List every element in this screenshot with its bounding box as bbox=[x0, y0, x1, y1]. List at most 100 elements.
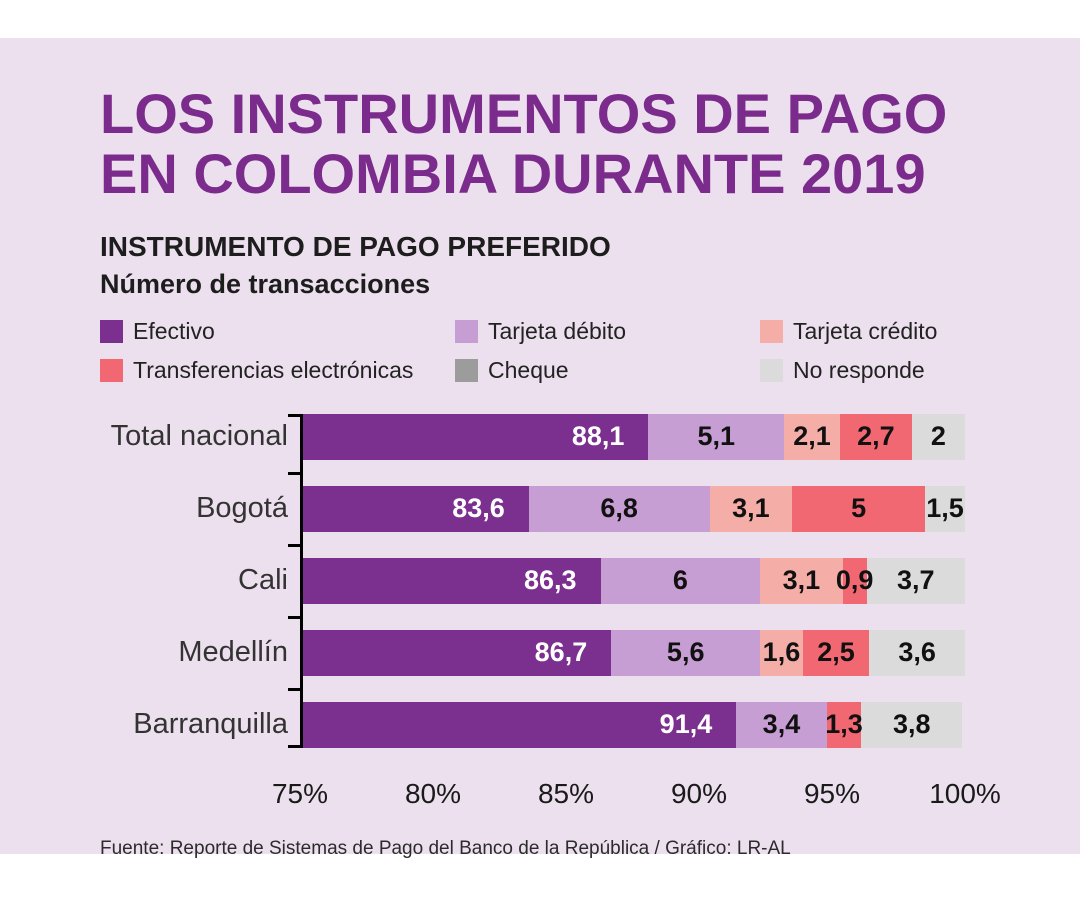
bar-value: 0,9 bbox=[835, 565, 874, 596]
x-axis: 75% 80% 85% 90% 95% 100% bbox=[100, 774, 1001, 818]
bar-segment-tarjeta-debito: 3,4 bbox=[736, 701, 827, 748]
bar-segment-no-responde: 3,6 bbox=[869, 629, 965, 676]
infographic-panel: LOS INSTRUMENTOS DE PAGO EN COLOMBIA DUR… bbox=[0, 38, 1080, 859]
category-label: Barranquilla bbox=[133, 708, 288, 741]
bar-segment-tarjeta-credito: 1,6 bbox=[760, 629, 803, 676]
bar-value: 3,6 bbox=[898, 637, 936, 668]
chart-subtitle: Número de transacciones bbox=[100, 268, 431, 299]
bar-value: 1,5 bbox=[926, 493, 964, 524]
bar-value: 3,1 bbox=[732, 493, 770, 524]
y-axis-tick bbox=[288, 413, 300, 417]
bar-segment-tarjeta-debito: 6,8 bbox=[528, 485, 710, 532]
bar-row: Total nacional 88,1 5,1 2,1 2,7 2 bbox=[100, 413, 965, 460]
bar-value: 2,7 bbox=[857, 421, 895, 452]
bar-segment-efectivo: 83,6 bbox=[300, 485, 529, 532]
bar-value: 3,1 bbox=[782, 565, 821, 596]
legend-swatch bbox=[455, 319, 478, 343]
bar-segment-efectivo: 88,1 bbox=[300, 413, 649, 460]
bar-segment-transferencias-electronicas: 5 bbox=[792, 485, 926, 532]
title-line-2: EN COLOMBIA DURANTE 2019 bbox=[100, 142, 926, 206]
y-axis-tick bbox=[288, 471, 300, 475]
legend-swatch bbox=[455, 358, 478, 382]
legend-label: No responde bbox=[793, 356, 925, 383]
legend-swatch bbox=[100, 319, 123, 343]
bar-segment-efectivo: 86,3 bbox=[300, 557, 601, 604]
bar-segment-no-responde: 3,7 bbox=[866, 557, 965, 604]
bar-value: 2 bbox=[930, 421, 946, 452]
bar-row: Barranquilla 91,4 3,4 1,3 3,8 bbox=[100, 701, 965, 748]
stacked-bar-chart: Total nacional 88,1 5,1 2,1 2,7 2 Bogotá 83,6 6,… bbox=[100, 413, 1080, 818]
legend-item: No responde bbox=[760, 357, 980, 384]
bar-segment-transferencias-electronicas: 0,9 bbox=[836, 557, 873, 604]
legend-item: Efectivo bbox=[100, 318, 455, 345]
x-tick-label: 80% bbox=[404, 777, 462, 809]
bar-segment-efectivo: 86,7 bbox=[300, 629, 612, 676]
bar-segment-tarjeta-credito: 2,1 bbox=[784, 413, 840, 460]
y-axis-tick bbox=[288, 615, 300, 619]
legend-item: Cheque bbox=[455, 357, 760, 384]
y-axis-tick bbox=[288, 543, 300, 547]
bar-segment-no-responde: 2 bbox=[911, 413, 965, 460]
legend-swatch bbox=[100, 358, 123, 382]
bar-value: 86,3 bbox=[524, 565, 577, 596]
bar-value: 86,7 bbox=[534, 637, 588, 668]
bar-value: 6,8 bbox=[600, 493, 638, 524]
page-title: LOS INSTRUMENTOS DE PAGO EN COLOMBIA DUR… bbox=[100, 83, 1080, 206]
legend-label: Cheque bbox=[488, 356, 569, 383]
bar-value: 91,4 bbox=[659, 709, 713, 740]
bar-segment-tarjeta-credito: 3,1 bbox=[709, 485, 793, 532]
bar-segment-no-responde: 1,5 bbox=[925, 485, 965, 532]
content: LOS INSTRUMENTOS DE PAGO EN COLOMBIA DUR… bbox=[0, 38, 1080, 860]
category-label: Cali bbox=[238, 564, 288, 597]
legend-item: Tarjeta débito bbox=[455, 318, 760, 345]
legend-item: Transferencias electrónicas bbox=[100, 357, 455, 384]
legend-swatch bbox=[760, 319, 783, 343]
chart-title: INSTRUMENTO DE PAGO PREFERIDO bbox=[100, 230, 611, 262]
y-axis-tick bbox=[288, 687, 300, 691]
legend-label: Tarjeta crédito bbox=[793, 317, 938, 344]
bar-value: 88,1 bbox=[571, 421, 625, 452]
x-tick-label: 85% bbox=[537, 777, 595, 809]
legend-label: Transferencias electrónicas bbox=[133, 356, 414, 383]
source-note: Fuente: Reporte de Sistemas de Pago del … bbox=[100, 837, 791, 859]
bar-segment-no-responde: 3,8 bbox=[861, 701, 963, 748]
bar-segment-transferencias-electronicas: 2,5 bbox=[802, 629, 870, 676]
bar-segment-transferencias-electronicas: 1,3 bbox=[825, 701, 863, 748]
legend-item: Tarjeta crédito bbox=[760, 318, 980, 345]
bar-value: 5,1 bbox=[697, 421, 736, 452]
category-label: Medellín bbox=[178, 636, 288, 669]
bar-value: 5,6 bbox=[666, 637, 705, 668]
bar-track: 86,7 5,6 1,6 2,5 3,6 bbox=[300, 629, 965, 676]
x-tick-label: 100% bbox=[929, 777, 1001, 809]
category-label: Bogotá bbox=[196, 492, 288, 525]
bar-track: 91,4 3,4 1,3 3,8 bbox=[300, 701, 965, 748]
legend-swatch bbox=[760, 358, 783, 382]
x-tick-label: 75% bbox=[271, 777, 329, 809]
bar-value: 5 bbox=[851, 493, 867, 524]
bar-row: Cali 86,3 6 3,1 0,9 3,7 bbox=[100, 557, 965, 604]
legend-label: Efectivo bbox=[133, 317, 215, 344]
bar-track: 83,6 6,8 3,1 5 1,5 bbox=[300, 485, 965, 532]
bar-value: 3,8 bbox=[893, 709, 931, 740]
bar-value: 6 bbox=[672, 565, 688, 596]
bar-value: 3,7 bbox=[896, 565, 935, 596]
bar-value: 2,5 bbox=[817, 637, 855, 668]
bar-segment-efectivo: 91,4 bbox=[300, 701, 737, 748]
x-tick-label: 90% bbox=[670, 777, 728, 809]
bar-value: 83,6 bbox=[452, 493, 505, 524]
bar-track: 88,1 5,1 2,1 2,7 2 bbox=[300, 413, 965, 460]
bar-value: 3,4 bbox=[762, 709, 801, 740]
bar-value: 1,3 bbox=[825, 709, 863, 740]
legend-label: Tarjeta débito bbox=[488, 317, 627, 344]
bar-segment-tarjeta-debito: 5,1 bbox=[648, 413, 785, 460]
bar-segment-tarjeta-debito: 6 bbox=[600, 557, 761, 604]
bar-segment-transferencias-electronicas: 2,7 bbox=[839, 413, 912, 460]
bar-value: 1,6 bbox=[762, 637, 801, 668]
chart-rows: Total nacional 88,1 5,1 2,1 2,7 2 Bogotá 83,6 6,… bbox=[100, 413, 965, 748]
bar-value: 2,1 bbox=[793, 421, 831, 452]
category-label: Total nacional bbox=[110, 420, 288, 453]
x-tick-label: 95% bbox=[803, 777, 861, 809]
bar-segment-tarjeta-credito: 3,1 bbox=[760, 557, 843, 604]
legend: Efectivo Tarjeta débito Tarjeta crédito Tra… bbox=[100, 318, 980, 384]
bar-row: Medellín 86,7 5,6 1,6 2,5 3,6 bbox=[100, 629, 965, 676]
